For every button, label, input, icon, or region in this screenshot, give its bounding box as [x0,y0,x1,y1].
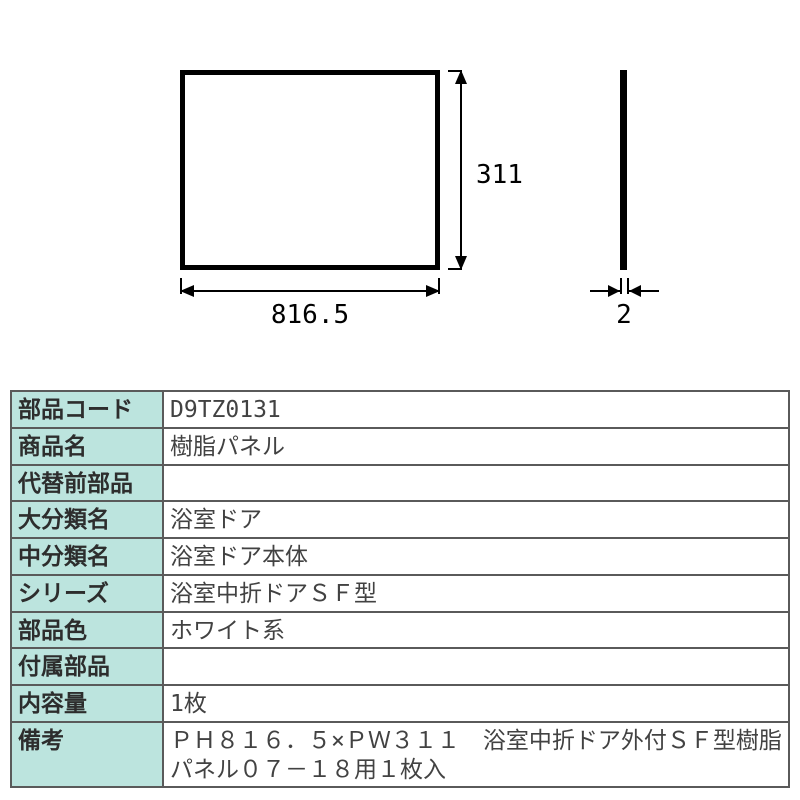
row-value: 浴室ドア本体 [163,538,789,575]
row-label: シリーズ [11,575,163,612]
dim-height-label: 311 [476,160,523,190]
row-value: ＰＨ８１６．５×ＰＷ３１１ 浴室中折ドア外付ＳＦ型樹脂パネル０７－１８用１枚入 [163,722,789,788]
table-row: 部品コードD9TZ0131 [11,391,789,428]
table-row: 付属部品 [11,648,789,685]
row-value: ホワイト系 [163,612,789,649]
dim-height: 311 [448,70,462,270]
row-label: 商品名 [11,428,163,465]
row-label: 付属部品 [11,648,163,685]
table-row: 代替前部品 [11,465,789,502]
technical-diagram: 311 816.5 2 [0,40,800,380]
side-view-rect [620,70,627,270]
row-value: 1枚 [163,685,789,722]
spec-table: 部品コードD9TZ0131商品名樹脂パネル代替前部品大分類名浴室ドア中分類名浴室… [10,390,790,788]
dim-width: 816.5 [180,278,440,294]
dim-width-label: 816.5 [180,300,440,330]
row-label: 備考 [11,722,163,788]
table-row: シリーズ浴室中折ドアＳＦ型 [11,575,789,612]
row-value [163,648,789,685]
row-label: 内容量 [11,685,163,722]
row-value: D9TZ0131 [163,391,789,428]
row-label: 部品コード [11,391,163,428]
row-value: 浴室ドア [163,501,789,538]
spec-table-body: 部品コードD9TZ0131商品名樹脂パネル代替前部品大分類名浴室ドア中分類名浴室… [11,391,789,787]
front-view-rect [180,70,440,270]
table-row: 中分類名浴室ドア本体 [11,538,789,575]
row-value: 樹脂パネル [163,428,789,465]
table-row: 大分類名浴室ドア [11,501,789,538]
table-row: 部品色ホワイト系 [11,612,789,649]
row-label: 部品色 [11,612,163,649]
dim-thickness: 2 [596,278,652,298]
table-row: 内容量1枚 [11,685,789,722]
row-label: 中分類名 [11,538,163,575]
row-value: 浴室中折ドアＳＦ型 [163,575,789,612]
row-value [163,465,789,502]
row-label: 大分類名 [11,501,163,538]
row-label: 代替前部品 [11,465,163,502]
table-row: 備考ＰＨ８１６．５×ＰＷ３１１ 浴室中折ドア外付ＳＦ型樹脂パネル０７－１８用１枚… [11,722,789,788]
table-row: 商品名樹脂パネル [11,428,789,465]
dim-thickness-label: 2 [596,300,652,330]
